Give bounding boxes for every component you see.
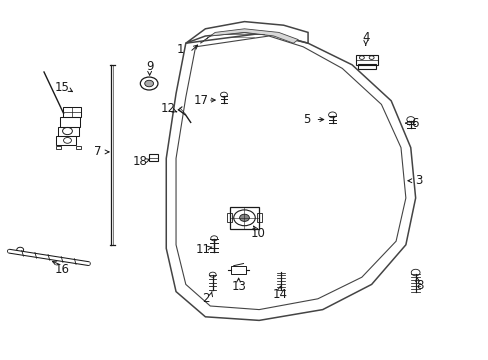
Text: 10: 10 — [250, 227, 265, 240]
Circle shape — [239, 214, 249, 221]
Bar — [149, 154, 158, 161]
Text: 5: 5 — [303, 113, 310, 126]
Polygon shape — [200, 29, 298, 43]
Text: 16: 16 — [55, 263, 70, 276]
Bar — [60, 117, 80, 127]
Text: 17: 17 — [194, 94, 208, 107]
Text: 13: 13 — [231, 280, 245, 293]
Text: 6: 6 — [410, 117, 418, 130]
Text: 9: 9 — [145, 60, 153, 73]
Text: 15: 15 — [55, 81, 70, 94]
Circle shape — [144, 80, 153, 87]
Bar — [229, 207, 259, 229]
Bar — [56, 146, 61, 149]
Text: 3: 3 — [414, 174, 422, 187]
Bar — [62, 107, 81, 117]
Text: 7: 7 — [94, 145, 102, 158]
Bar — [76, 146, 81, 149]
Text: 4: 4 — [361, 31, 369, 44]
Text: 2: 2 — [202, 292, 210, 305]
Bar — [256, 213, 261, 222]
Text: 1: 1 — [176, 43, 183, 56]
Bar — [357, 64, 375, 69]
Text: 11: 11 — [196, 243, 210, 256]
Bar — [56, 136, 76, 145]
Text: 12: 12 — [161, 102, 175, 115]
Bar — [355, 55, 377, 65]
Text: 18: 18 — [133, 155, 147, 168]
Bar — [231, 266, 245, 274]
Bar — [58, 127, 79, 136]
Text: 14: 14 — [272, 288, 286, 301]
Text: 8: 8 — [415, 279, 423, 292]
Bar — [227, 213, 232, 222]
